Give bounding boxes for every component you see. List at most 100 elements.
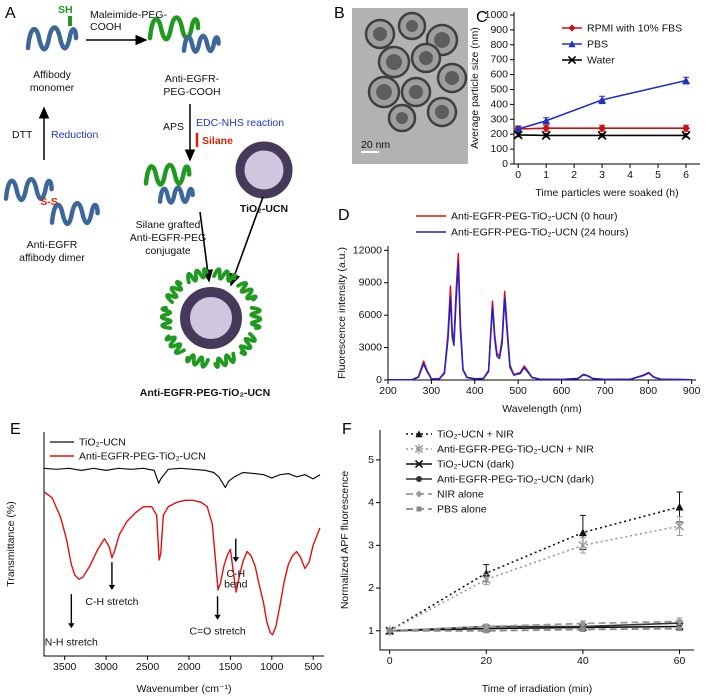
- y-tick-label: 1000: [485, 9, 509, 21]
- series-line: [389, 525, 680, 632]
- series-line: [517, 79, 687, 130]
- legend-label: Anti-EGFR-PEG-TiO₂-UCN + NIR: [437, 443, 594, 455]
- marker-x: [567, 55, 577, 65]
- fluorescence-spectra-chart: D 200 300 400 500 600 700 800 90003000600090001…: [336, 207, 701, 415]
- marker-square: [483, 628, 489, 634]
- marker-circle: [416, 476, 422, 482]
- annotation-label: N-H stretch: [45, 636, 98, 648]
- product-particle: [180, 287, 242, 349]
- panel-c-label: C: [476, 9, 488, 26]
- peg-corona-coil: [211, 351, 238, 370]
- annotation-arrowhead: [108, 584, 116, 590]
- legend-label: RPMI with 10% FBS: [587, 22, 682, 34]
- legend-label: Water: [587, 54, 615, 66]
- y-axis-title: Average particle size (nm): [469, 27, 481, 149]
- marker-diamond: [579, 620, 587, 628]
- ucn-to-product-arrow: [229, 196, 264, 287]
- peg-corona-coil: [184, 351, 211, 370]
- axes: [379, 430, 694, 651]
- annotation-label: C-H: [226, 568, 245, 580]
- x-axis-title: Time of irradiation (min): [482, 683, 592, 695]
- marker-x: [414, 459, 424, 469]
- y-tick-label: 3000: [359, 342, 383, 354]
- y-tick-label: 0: [376, 374, 382, 386]
- series-line: [518, 134, 686, 137]
- peg-corona-coil: [235, 278, 259, 305]
- marker-x: [597, 130, 607, 140]
- series-line: [389, 620, 680, 632]
- x-tick-label: 0: [515, 169, 521, 181]
- dimer-label-2: affibody dimer: [19, 252, 85, 264]
- marker-triangle: [415, 430, 423, 438]
- thiol-label: SH: [58, 4, 73, 16]
- y-tick-label: 400: [490, 98, 508, 110]
- marker-triangle: [682, 76, 691, 85]
- ftir-chart: E 3500 3000 2500 2000 1500 1000 500 Wavenumber …: [5, 421, 324, 695]
- marker-triangle: [542, 116, 551, 125]
- conjugate-label-1: Silane grafted: [136, 219, 201, 231]
- affibody-monomer-coil: [28, 28, 76, 50]
- y-tick-label: 6000: [359, 309, 383, 321]
- conjugate-affibody-coil: [160, 188, 193, 203]
- x-tick-label: 800: [640, 385, 658, 397]
- x-tick-label: 500: [304, 661, 322, 673]
- affibody-monomer-label-2: monomer: [30, 82, 75, 94]
- panel-b-label: B: [334, 5, 345, 22]
- x-tick-label: 300: [423, 385, 441, 397]
- peg-corona-coil: [184, 266, 211, 285]
- maleimide-label-2: COOH: [90, 21, 122, 33]
- marker-star: [414, 444, 424, 454]
- tio2-ucn-particle: [235, 141, 293, 199]
- aps-label: APS: [163, 121, 184, 133]
- x-tick-label: 1: [543, 169, 549, 181]
- marker-square: [416, 506, 422, 512]
- annotation-arrowhead: [232, 557, 239, 563]
- marker-diamond: [598, 124, 607, 133]
- marker-square: [677, 626, 683, 632]
- marker-diamond: [682, 124, 691, 133]
- conjugate-label-2: Anti-EGFR-PEG: [130, 232, 206, 244]
- marker-triangle: [598, 95, 607, 104]
- x-tick-label: 40: [577, 655, 589, 667]
- y-tick-label: 9000: [359, 277, 383, 289]
- panel-a-label: A: [5, 5, 16, 22]
- annotation-label: C-H stretch: [85, 596, 138, 608]
- y-axis-title: Transmittance (%): [5, 501, 17, 586]
- x-tick-label: 2000: [177, 661, 201, 673]
- x-tick-label: 700: [596, 385, 614, 397]
- legend-label: NIR alone: [437, 488, 484, 500]
- marker-diamond: [568, 24, 576, 32]
- axes: [387, 246, 696, 381]
- tem-particle-cores: [373, 20, 459, 124]
- series-line: [388, 252, 692, 381]
- peg-corona-coil: [163, 278, 187, 305]
- antiegfr-peg-label-1: Anti-EGFR-: [165, 73, 220, 85]
- annotation-arrowhead: [68, 623, 75, 629]
- marker-star: [675, 521, 685, 532]
- marker-star: [481, 574, 491, 585]
- dtt-label: DTT: [12, 129, 33, 141]
- marker-diamond: [415, 490, 423, 498]
- legend-label: PBS alone: [437, 503, 487, 515]
- x-tick-label: 6: [683, 169, 689, 181]
- x-tick-label: 2500: [136, 661, 160, 673]
- series-line: [43, 491, 321, 636]
- legend-label: Anti-EGFR-PEG-TiO₂-UCN (0 hour): [451, 210, 617, 222]
- marker-diamond: [482, 623, 490, 631]
- panel-d-label: D: [338, 207, 350, 224]
- y-tick-label: 4: [368, 497, 374, 509]
- marker-diamond: [676, 617, 684, 625]
- y-tick-label: 600: [490, 69, 508, 81]
- x-tick-label: 60: [674, 655, 686, 667]
- conjugate-peg-coil: [146, 165, 189, 185]
- disulfide-label: S-S: [40, 196, 58, 208]
- tio2-ucn-label: TiO₂-UCN: [240, 203, 288, 215]
- panel-a-schematic: A SH Maleimide-PEG- COOH Affibody monome…: [0, 4, 293, 399]
- marker-square: [580, 626, 586, 632]
- x-tick-label: 3500: [53, 661, 77, 673]
- legend-label: Anti-EGFR-PEG-TiO₂-UCN (24 hours): [451, 226, 629, 238]
- product-label: Anti-EGFR-PEG-TiO₂-UCN: [140, 387, 270, 399]
- affibody-monomer-label-1: Affibody: [33, 69, 71, 81]
- legend-label: TiO₂-UCN + NIR: [437, 428, 514, 440]
- series-line: [388, 262, 692, 381]
